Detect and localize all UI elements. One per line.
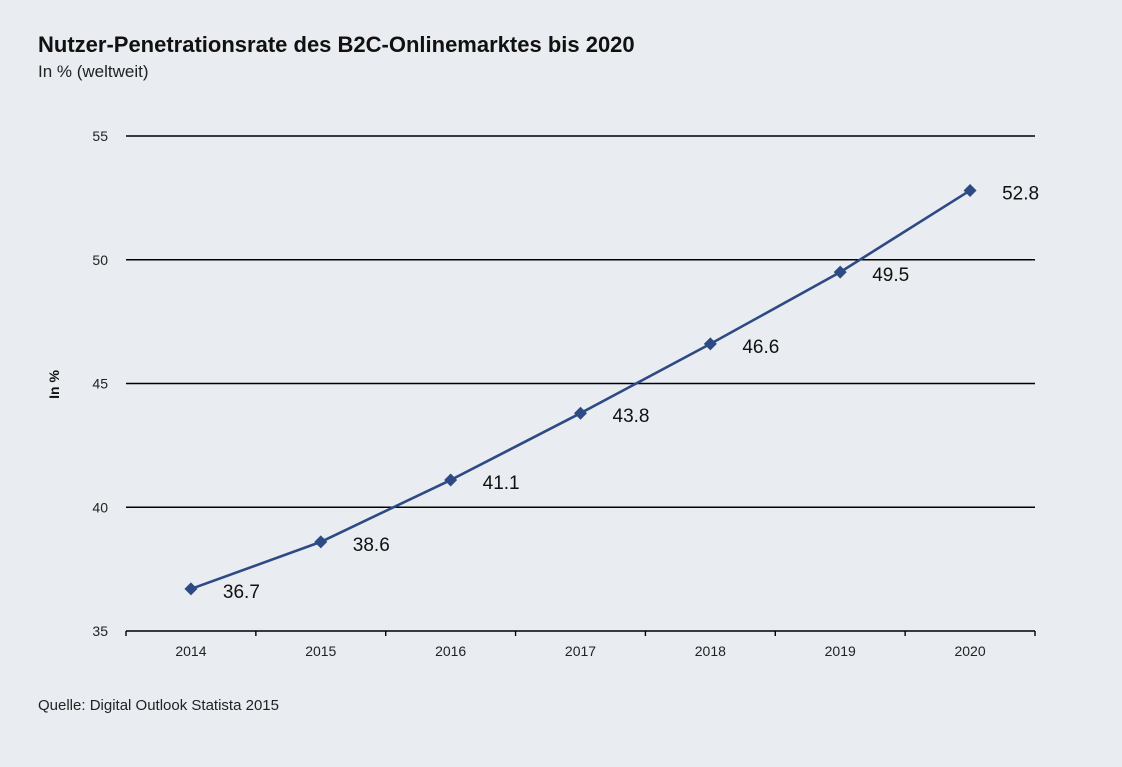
source-note: Quelle: Digital Outlook Statista 2015 (38, 697, 279, 714)
data-point-marker (833, 265, 847, 279)
chart-title: Nutzer-Penetrationsrate des B2C-Onlinema… (38, 32, 635, 57)
data-point-marker (184, 582, 198, 596)
series (184, 183, 977, 596)
y-tick-label: 35 (92, 623, 108, 639)
data-point-marker (703, 337, 717, 351)
x-tick-label: 2016 (435, 643, 466, 659)
y-tick-label: 45 (92, 376, 108, 392)
series-line (190, 189, 971, 591)
data-label: 38.6 (353, 535, 390, 556)
data-label: 46.6 (742, 337, 779, 358)
y-tick-label: 55 (92, 128, 108, 144)
x-tick-label: 2015 (305, 643, 336, 659)
x-tick-label: 2014 (175, 643, 206, 659)
x-tick-label: 2019 (825, 643, 856, 659)
data-label: 52.8 (1002, 183, 1039, 204)
y-tick-label: 40 (92, 499, 108, 515)
data-label: 43.8 (613, 406, 650, 427)
y-tick-label: 50 (92, 252, 108, 268)
x-tick-label: 2018 (695, 643, 726, 659)
chart-subtitle: In % (weltweit) (38, 62, 149, 81)
data-label: 36.7 (223, 582, 260, 603)
labels: 36.7 38.6 41.1 43.8 46.6 49.5 52.8 (223, 183, 1039, 602)
x-tick-label: 2017 (565, 643, 596, 659)
gridlines (126, 135, 1035, 509)
data-label: 49.5 (872, 265, 909, 286)
data-point-marker (444, 473, 458, 487)
data-point-marker (574, 406, 587, 420)
data-point-marker (314, 535, 328, 549)
x-tick-label: 2020 (954, 643, 985, 659)
y-axis-title: In % (46, 370, 62, 399)
data-point-marker (963, 183, 977, 197)
axes: 35 40 45 50 55 2014 2015 2016 2017 2018 2019 2020 In… (46, 128, 1036, 659)
data-label: 41.1 (483, 473, 520, 494)
